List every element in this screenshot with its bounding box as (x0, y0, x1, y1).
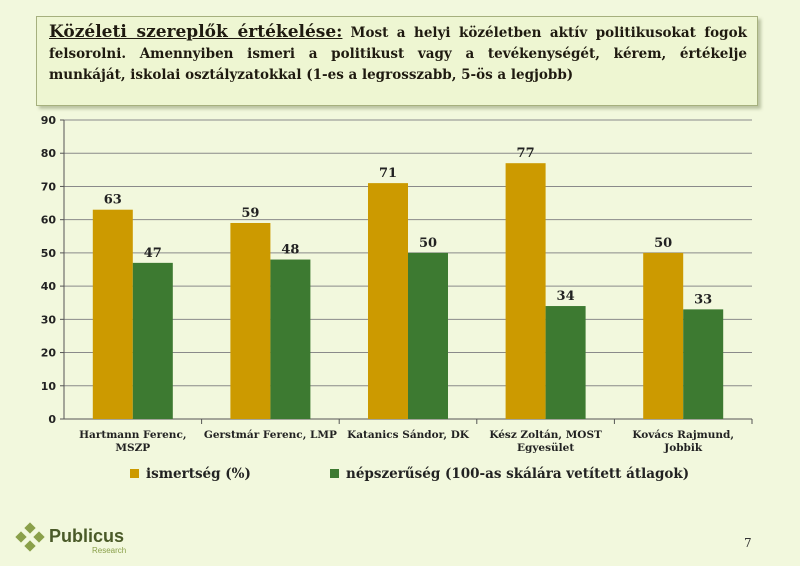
y-tick-label: 60 (41, 214, 57, 227)
title-main: Közéleti szereplők értékelése: (49, 22, 343, 42)
y-tick-label: 0 (48, 413, 56, 426)
logo-subtext: Research (92, 546, 127, 555)
bar-nepszeruseg (683, 309, 724, 419)
bar-ismertseg (230, 222, 271, 419)
x-tick-label: Jobbik (663, 442, 703, 454)
x-tick-label: Katanics Sándor, DK (347, 429, 470, 441)
data-label: 33 (694, 292, 712, 307)
y-tick-label: 90 (41, 114, 57, 127)
data-label: 77 (517, 146, 535, 161)
x-tick-label: Gerstmár Ferenc, LMP (204, 429, 337, 441)
data-label: 63 (104, 193, 122, 208)
bar-nepszeruseg (270, 259, 311, 419)
y-tick-label: 20 (41, 347, 57, 360)
legend-label: népszerűség (100-as skálára vetített átl… (346, 466, 689, 482)
data-label: 48 (281, 243, 299, 258)
bar-ismertseg (643, 252, 684, 419)
title-body: Most a helyi közéletben aktív politikuso… (49, 25, 747, 83)
legend-swatch (130, 469, 139, 478)
page-number: 7 (744, 536, 752, 550)
y-tick-label: 70 (41, 180, 57, 193)
logo-icon (15, 522, 45, 552)
bar-ismertseg (505, 163, 546, 419)
bar-nepszeruseg (545, 306, 586, 419)
x-tick-label: Egyesület (517, 442, 574, 454)
x-tick-label: Kovács Rajmund, (632, 429, 734, 441)
y-tick-label: 80 (41, 147, 57, 160)
y-tick-label: 50 (41, 247, 57, 260)
data-label: 71 (379, 166, 397, 181)
publicus-logo: Publicus Research (14, 522, 127, 558)
x-tick-label: MSZP (115, 442, 150, 454)
data-label: 47 (144, 246, 162, 261)
x-tick-label: Hartmann Ferenc, (79, 429, 186, 441)
data-label: 50 (419, 236, 437, 251)
data-label: 34 (557, 289, 575, 304)
slide-title: Közéleti szereplők értékelése: Most a he… (49, 22, 747, 86)
data-label: 50 (654, 236, 672, 251)
y-tick-label: 10 (41, 380, 57, 393)
y-tick-label: 30 (41, 313, 57, 326)
title-box: Közéleti szereplők értékelése: Most a he… (36, 16, 758, 106)
bar-nepszeruseg (408, 252, 448, 419)
legend-label: ismertség (%) (146, 466, 251, 482)
bar-ismertseg (368, 183, 408, 419)
data-label: 59 (241, 206, 259, 221)
bar-nepszeruseg (132, 262, 173, 419)
logo-text: Publicus (49, 526, 125, 546)
x-tick-label: Kész Zoltán, MOST (489, 429, 602, 441)
legend-swatch (330, 469, 339, 478)
y-tick-label: 40 (41, 280, 57, 293)
bar-ismertseg (92, 209, 133, 419)
